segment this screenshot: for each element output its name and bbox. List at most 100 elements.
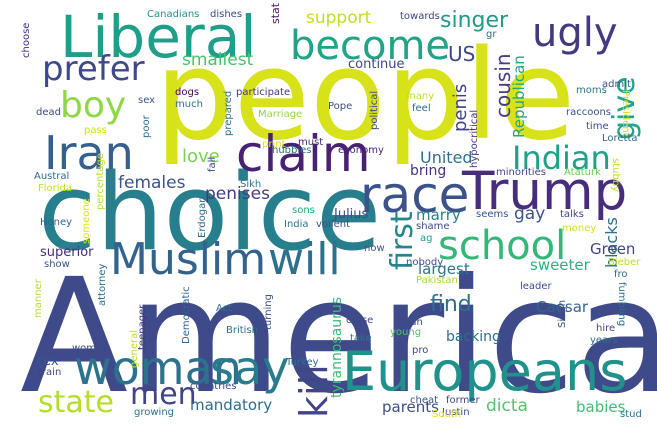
cloud-word: marry: [416, 206, 461, 224]
cloud-word: admit: [602, 79, 631, 90]
cloud-word: cheat: [410, 395, 439, 406]
cloud-word: choose: [21, 22, 32, 58]
cloud-word: moms: [576, 85, 607, 96]
cloud-word: woman: [74, 341, 242, 395]
cloud-word: feel: [412, 103, 431, 114]
cloud-word: leader: [520, 281, 552, 292]
cloud-word: ugly: [532, 10, 618, 56]
cloud-word: females: [118, 173, 186, 193]
cloud-word: talks: [560, 209, 584, 220]
cloud-word: many: [406, 91, 435, 102]
cloud-word: state: [38, 385, 114, 420]
cloud-word: turning: [263, 294, 274, 330]
cloud-word: participate: [236, 87, 291, 98]
cloud-word: shame: [416, 221, 450, 232]
cloud-word: print: [262, 139, 286, 150]
cloud-word: Erdogan: [197, 196, 208, 238]
cloud-word: claim: [236, 125, 371, 183]
cloud-word: love: [182, 146, 220, 167]
cloud-word: Honey: [40, 217, 73, 228]
cloud-word: Florida: [38, 183, 73, 194]
cloud-word: tyrannosaurus: [329, 296, 345, 398]
cloud-word: hypocritical: [469, 109, 480, 168]
cloud-word: kill: [292, 364, 336, 418]
cloud-word: sex: [138, 95, 156, 106]
cloud-word: take: [350, 333, 372, 344]
cloud-word: hire: [596, 323, 616, 334]
cloud-word: towards: [400, 11, 440, 22]
cloud-word: Iran: [44, 126, 134, 180]
cloud-word: seems: [476, 209, 509, 220]
cloud-word: manner: [33, 279, 44, 318]
cloud-word: nobody: [406, 257, 444, 268]
cloud-word: backing: [446, 329, 501, 345]
cloud-word: must: [298, 137, 324, 148]
cloud-word: Green: [590, 240, 636, 258]
cloud-word: continue: [348, 57, 405, 72]
cloud-word: Pakistan: [416, 275, 458, 286]
cloud-word: US: [448, 42, 476, 66]
cloud-word: gr: [486, 29, 497, 40]
cloud-word: babies: [576, 398, 626, 416]
cloud-word: ag: [420, 233, 433, 244]
cloud-word: fumbling: [616, 282, 627, 327]
cloud-word: dicta: [486, 396, 528, 416]
cloud-word: rex: [38, 354, 59, 369]
cloud-word: growing: [134, 407, 174, 418]
cloud-word: Canadians: [147, 9, 200, 20]
cloud-word: show: [44, 259, 70, 270]
cloud-word: become: [290, 23, 451, 69]
cloud-word: largest: [418, 260, 470, 278]
cloud-word: choice: [38, 151, 382, 274]
cloud-word: women: [72, 343, 109, 354]
cloud-word: Bieber: [608, 257, 641, 268]
cloud-word: general: [129, 329, 140, 368]
cloud-word: men: [130, 377, 197, 412]
cloud-word: mandatory: [190, 396, 273, 414]
cloud-word: American: [20, 245, 657, 429]
cloud-word: years: [590, 335, 618, 346]
cloud-word: sons: [292, 205, 315, 216]
cloud-word: Turkey: [286, 357, 319, 368]
cloud-word: train: [38, 367, 62, 378]
cloud-word: singer: [440, 8, 509, 33]
cloud-word: fro: [614, 269, 628, 280]
cloud-word: dishes: [210, 9, 243, 20]
cloud-word: voilent: [316, 219, 351, 230]
cloud-word: gay: [514, 204, 546, 224]
cloud-word: curse: [346, 315, 374, 326]
cloud-word: Liberal: [60, 3, 257, 71]
cloud-word: run: [406, 317, 423, 328]
cloud-word: much: [175, 99, 203, 110]
cloud-word: stud: [620, 409, 642, 420]
cloud-word: prefer: [42, 49, 145, 89]
cloud-word: stat: [269, 2, 282, 24]
cloud-word: raccoons: [566, 107, 612, 118]
cloud-word: bring: [410, 163, 447, 179]
cloud-word: political: [369, 90, 380, 130]
cloud-word: someone: [81, 198, 92, 244]
cloud-word: support: [306, 8, 372, 28]
cloud-word: percentage: [95, 153, 106, 210]
cloud-word: Singh: [557, 299, 568, 328]
cloud-word: Europeans: [342, 340, 628, 403]
cloud-word: sweeter: [530, 256, 590, 274]
cloud-word: minorities: [496, 167, 546, 178]
cloud-word: Pope: [328, 101, 353, 112]
cloud-word: superior: [40, 245, 94, 260]
cloud-word: Muslim: [110, 234, 267, 285]
cloud-word: Act: [216, 303, 233, 314]
cloud-word: say: [210, 341, 290, 395]
cloud-word: economy: [338, 145, 384, 156]
cloud-word: Republican: [510, 55, 528, 138]
cloud-word: former: [446, 395, 480, 406]
cloud-word: pass: [84, 125, 107, 136]
cloud-word: India: [284, 219, 309, 230]
cloud-word: dogs: [175, 87, 200, 98]
cloud-word: poor: [141, 115, 152, 138]
cloud-word: Ataturk: [564, 167, 601, 178]
cloud-word: Justin: [442, 407, 470, 418]
cloud-word: hubbies: [272, 145, 312, 156]
cloud-word: pro: [412, 345, 429, 356]
